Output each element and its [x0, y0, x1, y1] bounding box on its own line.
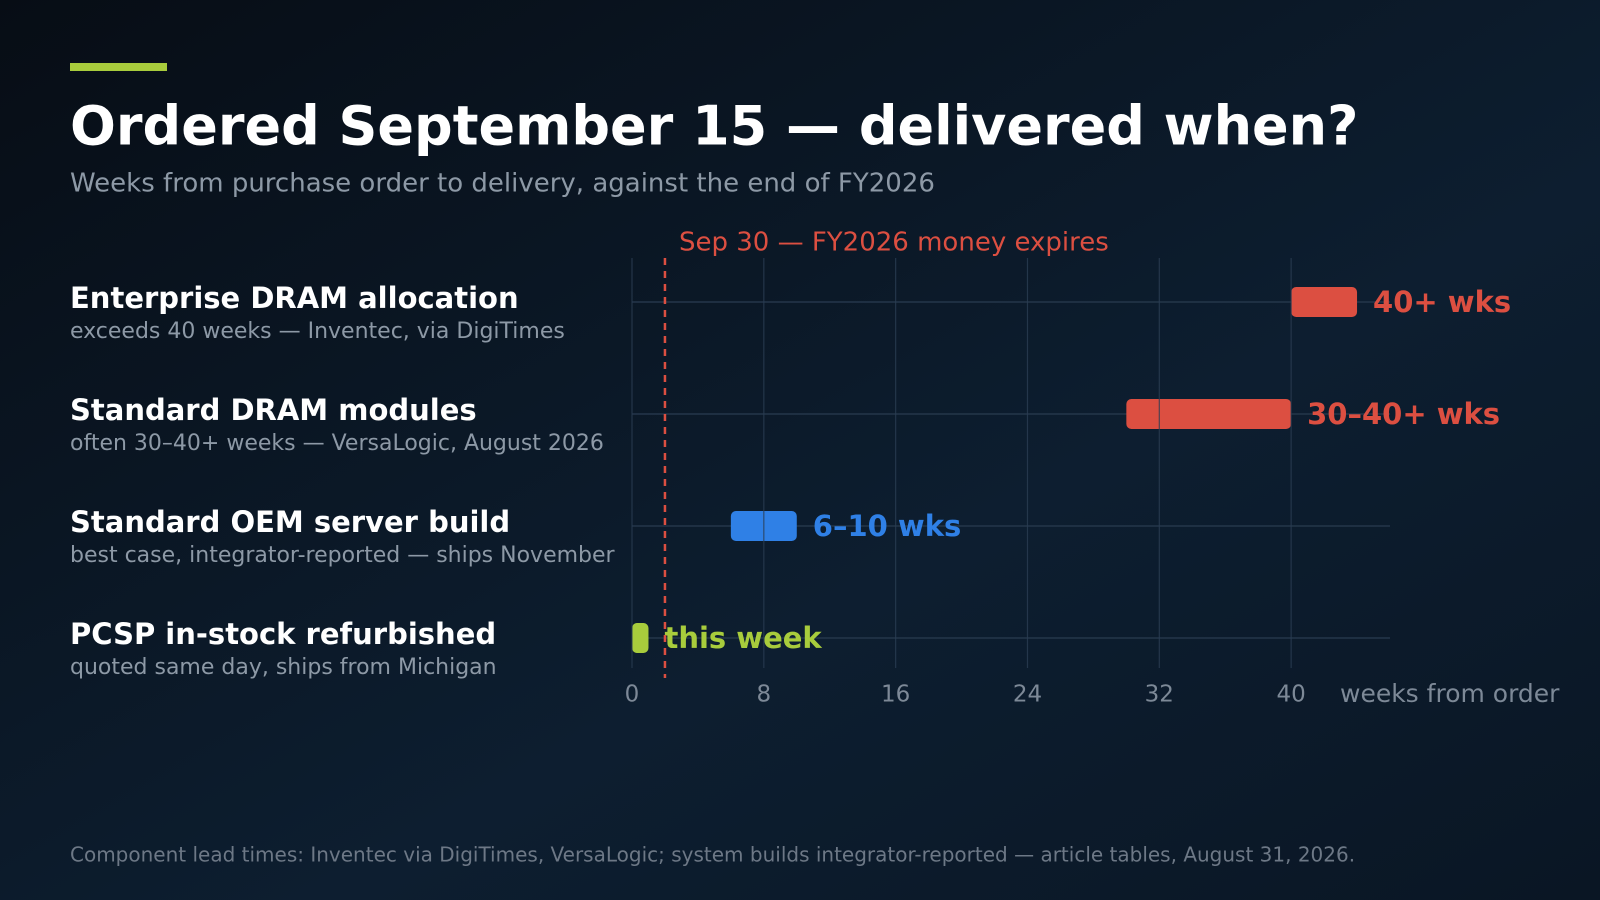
x-axis-label: weeks from order — [1340, 679, 1560, 708]
x-tick-label: 16 — [881, 682, 910, 708]
category-label: Enterprise DRAM allocation — [70, 281, 519, 315]
chart-subtitle: Weeks from purchase order to delivery, a… — [70, 169, 935, 199]
category-note: exceeds 40 weeks — Inventec, via DigiTim… — [70, 319, 565, 344]
category-note: best case, integrator-reported — ships N… — [70, 543, 616, 568]
source-note: Component lead times: Inventec via DigiT… — [70, 843, 1355, 867]
value-label: 40+ wks — [1373, 285, 1511, 319]
x-tick-label: 8 — [757, 682, 772, 708]
chart-title: Ordered September 15 — delivered when? — [70, 95, 1358, 158]
x-tick-label: 32 — [1145, 682, 1174, 708]
x-tick-label: 24 — [1013, 682, 1042, 708]
x-tick-label: 0 — [625, 682, 640, 708]
range-bar — [1126, 399, 1292, 429]
category-label: Standard OEM server build — [70, 505, 510, 539]
category-label: Standard DRAM modules — [70, 393, 477, 427]
category-note: often 30–40+ weeks — VersaLogic, August … — [70, 431, 604, 456]
value-label: this week — [664, 621, 822, 655]
category-label: PCSP in-stock refurbished — [70, 617, 496, 651]
value-label: 6–10 wks — [813, 509, 961, 543]
value-label: 30–40+ wks — [1307, 397, 1500, 431]
range-bar — [632, 623, 649, 653]
accent-bar — [70, 63, 167, 71]
annotation-label: Sep 30 — FY2026 money expires — [679, 228, 1109, 258]
range-bar — [1291, 287, 1358, 317]
category-note: quoted same day, ships from Michigan — [70, 655, 497, 680]
x-tick-label: 40 — [1276, 682, 1305, 708]
